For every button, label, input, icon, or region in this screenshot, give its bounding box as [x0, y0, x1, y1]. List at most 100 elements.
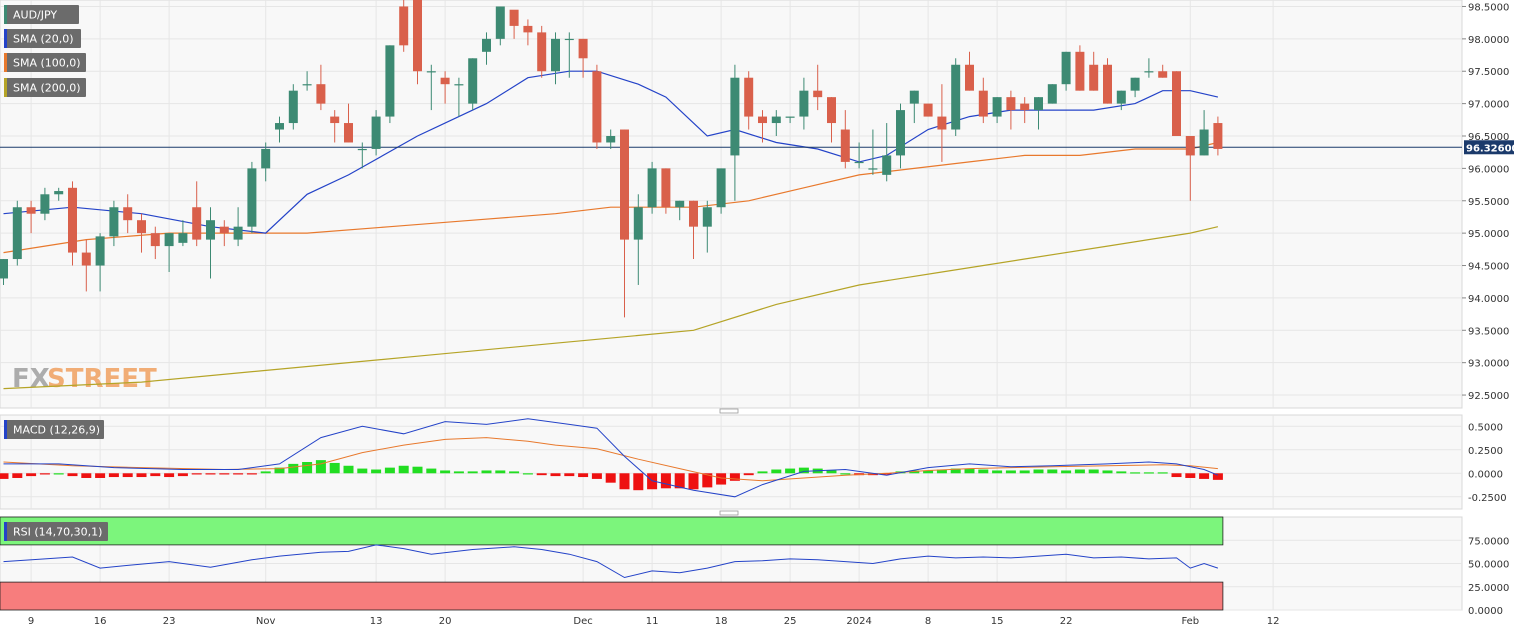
macd-histogram-bar: [1005, 470, 1016, 474]
candle-body: [564, 38, 574, 41]
macd-histogram-bar: [219, 473, 230, 475]
macd-histogram-bar: [453, 471, 464, 474]
macd-histogram-bar: [619, 473, 630, 490]
candle-body: [288, 90, 298, 124]
macd-histogram-bar: [605, 473, 616, 483]
candle-body: [854, 161, 864, 164]
macd-histogram-bar: [122, 473, 133, 478]
macd-y-tick-label: 0.2500: [1468, 446, 1503, 457]
macd-histogram-bar: [798, 467, 809, 474]
x-tick-label: 12: [1267, 616, 1280, 627]
macd-histogram-bar: [936, 469, 947, 474]
candle-body: [454, 84, 464, 86]
macd-y-tick-label: -0.2500: [1468, 493, 1507, 504]
candle-body: [785, 116, 795, 118]
macd-histogram-bar: [412, 466, 423, 474]
macd-histogram-bar: [1171, 473, 1182, 478]
x-tick-label: 2024: [846, 616, 871, 627]
candle-body: [827, 97, 836, 124]
legend-sma-100[interactable]: SMA (100,0): [4, 53, 86, 72]
macd-histogram-bar: [95, 473, 106, 478]
rsi-y-tick-label: 50.0000: [1468, 560, 1509, 571]
candle-body: [578, 38, 588, 59]
candle-body: [109, 207, 119, 237]
candle-body: [302, 84, 312, 86]
candle-body: [523, 25, 533, 33]
legend-macd[interactable]: MACD (12,26,9): [4, 420, 104, 439]
candle-body: [1185, 136, 1195, 156]
splitter-handle-2[interactable]: [719, 510, 739, 516]
rsi-line: [3, 544, 1219, 579]
candle-body: [0, 259, 8, 279]
macd-histogram-bar: [177, 473, 188, 477]
candle-body: [1006, 97, 1016, 111]
macd-histogram-bar: [288, 463, 299, 474]
y-tick-label: 98.0000: [1468, 35, 1509, 46]
legend-audjpy[interactable]: AUD/JPY: [4, 5, 79, 24]
candle-body: [1034, 97, 1043, 111]
candle-body: [951, 64, 961, 130]
macd-histogram-bar: [260, 471, 271, 474]
macd-histogram-bar: [660, 473, 671, 489]
macd-histogram-bar: [674, 473, 685, 489]
legend-macd-swatch: [4, 420, 7, 439]
candle-body: [868, 168, 878, 170]
macd-histogram-bar: [440, 470, 451, 474]
macd-histogram-bar: [716, 473, 727, 485]
macd-histogram-bar: [688, 473, 699, 490]
candle-body: [937, 116, 947, 130]
candle-body: [896, 110, 905, 156]
macd-histogram-bar: [1061, 470, 1072, 474]
macd-histogram-bar: [1199, 473, 1210, 479]
candle-body: [247, 168, 257, 227]
candle-body: [1075, 51, 1085, 91]
y-tick-label: 96.0000: [1468, 164, 1509, 175]
candle-body: [702, 207, 712, 227]
candle-body: [758, 116, 767, 124]
candle-body: [840, 129, 850, 162]
macd-histogram-bar: [1130, 472, 1141, 474]
x-tick-label: 11: [646, 616, 659, 627]
candle-body: [330, 116, 340, 124]
macd-histogram-bar: [785, 468, 796, 474]
candle-body: [813, 90, 823, 98]
macd-histogram-bar: [426, 468, 437, 474]
macd-histogram-bar: [136, 473, 147, 478]
candle-body: [385, 45, 395, 117]
candle-body: [1130, 77, 1140, 91]
candle-body: [233, 226, 243, 240]
macd-line: [3, 418, 1219, 498]
candle-body: [675, 200, 685, 208]
legend-rsi[interactable]: RSI (14,70,30,1): [4, 522, 108, 541]
candle-body: [68, 187, 77, 253]
candle-body: [606, 136, 616, 143]
macd-histogram-bar: [205, 473, 216, 475]
macd-histogram-bar: [522, 473, 533, 475]
macd-histogram-bar: [233, 473, 244, 475]
legend-macd-bg: [4, 420, 104, 439]
macd-histogram-bar: [992, 470, 1003, 474]
candle-body: [1089, 64, 1099, 91]
splitter-handle-1[interactable]: [719, 408, 739, 414]
legend-sma-20-bg: [4, 29, 81, 48]
legend-sma-20-label: SMA (20,0): [13, 33, 74, 46]
legend-audjpy-label: AUD/JPY: [13, 9, 57, 22]
y-tick-label: 93.5000: [1468, 326, 1509, 337]
watermark-fx: FX: [12, 364, 50, 394]
macd-histogram-bar: [564, 473, 575, 477]
watermark-street: STREET: [47, 364, 157, 394]
macd-histogram-bar: [1102, 470, 1113, 474]
candle-body: [164, 233, 174, 247]
macd-histogram-bar: [398, 465, 409, 474]
candle-body: [192, 207, 202, 240]
y-tick-label: 95.0000: [1468, 229, 1509, 240]
candle-body: [537, 32, 547, 72]
legend-sma-20[interactable]: SMA (20,0): [4, 29, 81, 48]
y-tick-label: 96.5000: [1468, 132, 1509, 143]
candle-body: [495, 6, 505, 39]
candle-body: [1199, 129, 1209, 156]
macd-histogram-bar: [743, 473, 754, 476]
candle-body: [1172, 71, 1181, 136]
legend-sma-200[interactable]: SMA (200,0): [4, 78, 86, 97]
candle-body: [647, 168, 657, 208]
